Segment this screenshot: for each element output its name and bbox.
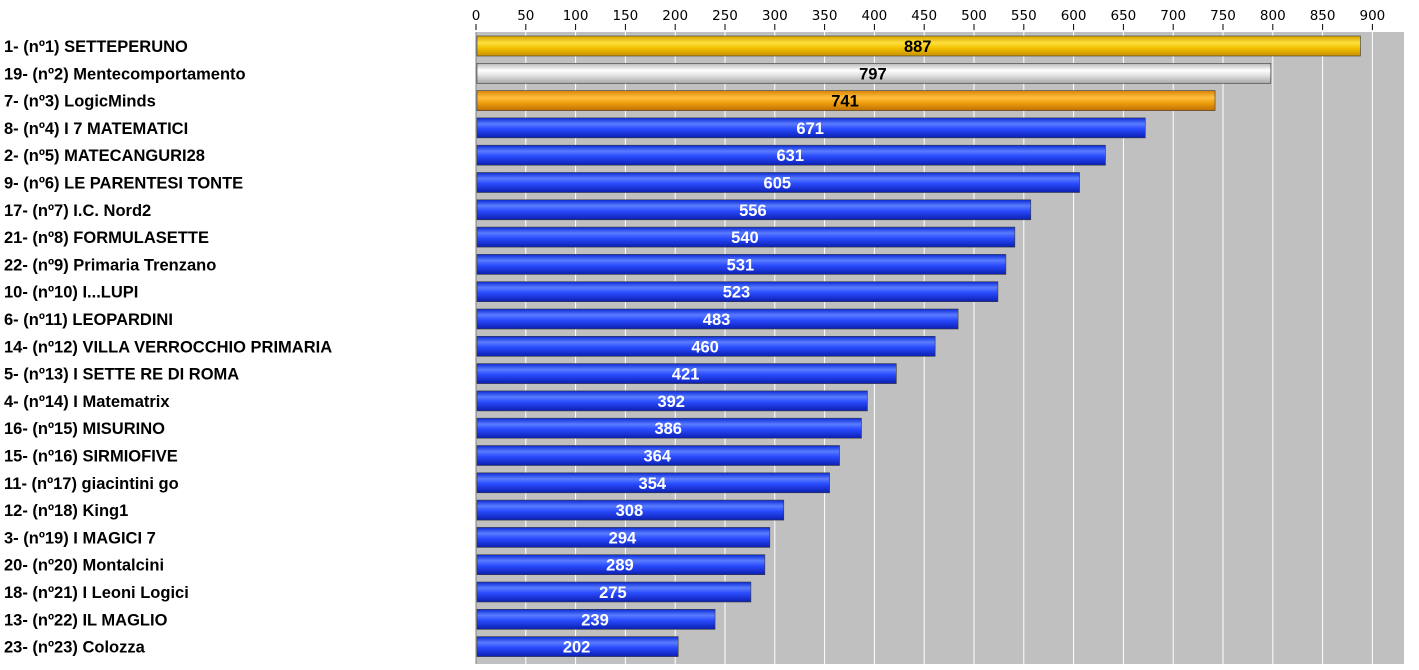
x-tick-label: 150 [613, 8, 639, 24]
category-label: 1- (nº1) SETTEPERUNO [4, 38, 188, 56]
category-label: 11- (nº17) giacintini go [4, 475, 179, 493]
category-label: 23- (nº23) Colozza [4, 639, 146, 657]
bar-value-label: 239 [581, 611, 609, 629]
x-tick-label: 50 [517, 8, 534, 24]
x-tick-label: 750 [1210, 8, 1236, 24]
bar [476, 308, 959, 330]
bar-value-label: 741 [831, 93, 859, 111]
category-label: 15- (nº16) SIRMIOFIVE [4, 448, 178, 466]
bar [476, 35, 1361, 57]
category-label: 21- (nº8) FORMULASETTE [4, 229, 209, 247]
category-label: 18- (nº21) I Leoni Logici [4, 584, 189, 602]
bar [476, 117, 1146, 139]
bar-value-label: 483 [703, 311, 731, 329]
bar-value-label: 671 [796, 120, 824, 138]
category-label: 16- (nº15) MISURINO [4, 420, 165, 438]
x-tick-label: 350 [812, 8, 838, 24]
x-tick-label: 600 [1061, 8, 1087, 24]
x-tick-label: 250 [712, 8, 738, 24]
bar [476, 254, 1007, 275]
bar-value-label: 202 [563, 639, 591, 657]
category-label: 20- (nº20) Montalcini [4, 557, 164, 575]
bar-value-label: 797 [859, 65, 887, 83]
category-label: 2- (nº5) MATECANGURI28 [4, 147, 205, 165]
bar [476, 636, 679, 657]
category-label: 12- (nº18) King1 [4, 502, 128, 520]
category-label: 4- (nº14) I Matematrix [4, 393, 170, 411]
bar [476, 90, 1216, 111]
x-tick-label: 650 [1111, 8, 1137, 24]
bar-value-label: 289 [606, 557, 634, 575]
category-label: 9- (nº6) LE PARENTESI TONTE [4, 175, 243, 193]
category-label: 6- (nº11) LEOPARDINI [4, 311, 173, 329]
bar [476, 390, 868, 412]
bar-value-label: 631 [776, 147, 804, 165]
category-label: 3- (nº19) I MAGICI 7 [4, 529, 156, 547]
category-label: 5- (nº13) I SETTE RE DI ROMA [4, 366, 239, 384]
x-tick-label: 900 [1360, 8, 1386, 24]
bar [476, 417, 862, 439]
x-tick-label: 800 [1260, 8, 1286, 24]
bar-value-label: 308 [616, 502, 644, 520]
bar [476, 199, 1032, 221]
bar [476, 335, 936, 357]
x-tick-label: 450 [911, 8, 937, 24]
bar [476, 226, 1016, 248]
bar-value-label: 531 [727, 256, 755, 274]
x-tick-label: 550 [1011, 8, 1037, 24]
bar-value-label: 421 [672, 366, 700, 384]
bar [476, 144, 1106, 166]
category-label: 13- (nº22) IL MAGLIO [4, 611, 168, 629]
bar-value-label: 294 [609, 529, 637, 547]
bar-value-label: 605 [764, 175, 792, 193]
bar-value-label: 887 [904, 38, 932, 56]
bar [476, 472, 830, 494]
bar-value-label: 460 [691, 338, 719, 356]
bar-value-label: 354 [639, 475, 667, 493]
x-tick-label: 200 [662, 8, 688, 24]
bar [476, 281, 999, 303]
bar-value-label: 275 [599, 584, 627, 602]
bar-value-label: 540 [731, 229, 759, 247]
category-label: 7- (nº3) LogicMinds [4, 93, 156, 111]
bar [476, 554, 766, 576]
bar-value-label: 392 [657, 393, 685, 411]
x-tick-label: 850 [1310, 8, 1336, 24]
bar [476, 445, 840, 466]
category-label: 8- (nº4) I 7 MATEMATICI [4, 120, 188, 138]
category-label: 22- (nº9) Primaria Trenzano [4, 256, 216, 274]
bar [476, 527, 771, 548]
category-label: 19- (nº2) Mentecomportamento [4, 65, 246, 83]
category-label: 17- (nº7) I.C. Nord2 [4, 202, 151, 220]
category-labels: 1- (nº1) SETTEPERUNO 19- (nº2) Mentecompo… [4, 38, 332, 657]
x-tick-label: 400 [862, 8, 888, 24]
bar [476, 581, 752, 603]
bar-value-label: 523 [723, 284, 751, 302]
x-axis: 0 50 100 150 200 250 300 350 400 450 500 550 600 650 7… [472, 8, 1386, 30]
bar [476, 172, 1080, 193]
category-label: 14- (nº12) VILLA VERROCCHIO PRIMARIA [4, 338, 332, 356]
bar [476, 608, 716, 630]
x-tick-label: 0 [472, 8, 481, 24]
x-tick-label: 700 [1160, 8, 1186, 24]
bar [476, 363, 897, 384]
x-tick-label: 300 [762, 8, 788, 24]
category-label: 10- (nº10) I...LUPI [4, 284, 138, 302]
x-tick-label: 100 [563, 8, 589, 24]
bar-value-label: 556 [739, 202, 767, 220]
bar [476, 62, 1272, 84]
x-tick-label: 500 [961, 8, 987, 24]
bar-value-label: 364 [644, 448, 672, 466]
bar-value-label: 386 [654, 420, 682, 438]
bar [476, 499, 785, 521]
